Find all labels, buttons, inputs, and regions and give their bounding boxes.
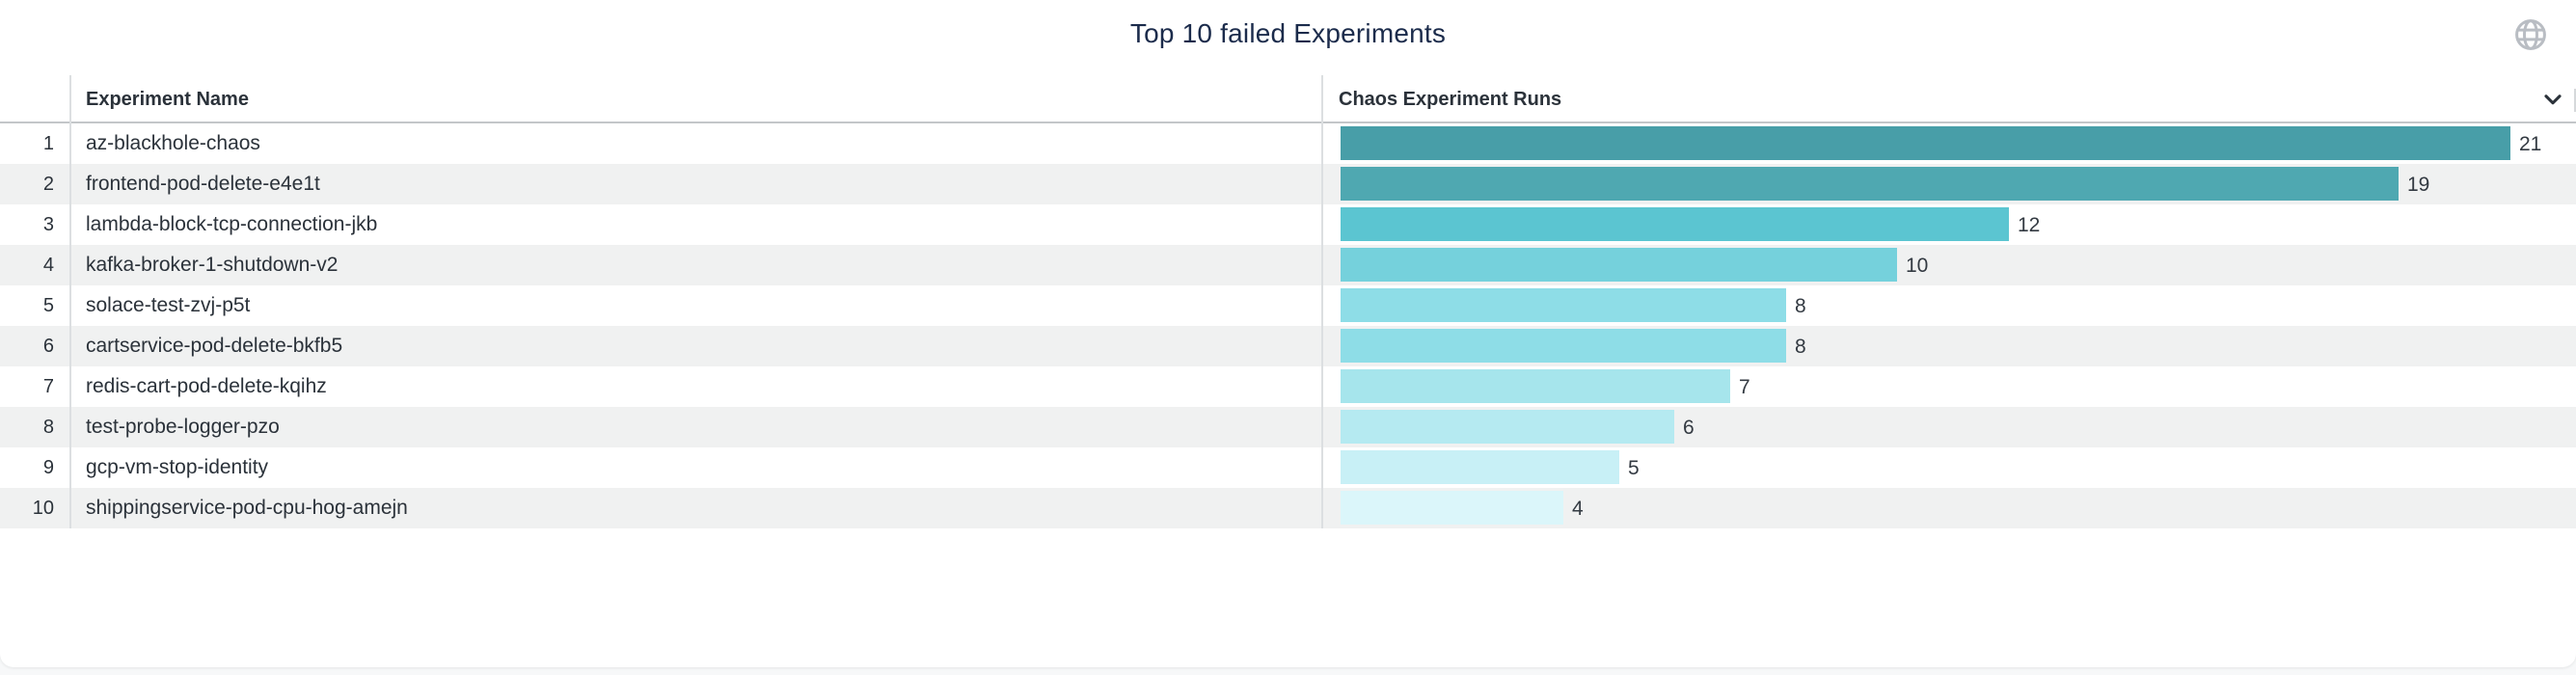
- chart-title: Top 10 failed Experiments: [1129, 18, 1447, 48]
- row-number: 8: [42, 417, 54, 438]
- runs-value: 21: [2519, 133, 2542, 155]
- table-row[interactable]: 9 gcp-vm-stop-identity 5: [0, 447, 2576, 488]
- experiment-name: gcp-vm-stop-identity: [86, 456, 269, 478]
- runs-value: 8: [1795, 336, 1806, 358]
- table-row[interactable]: 1 az-blackhole-chaos 21: [0, 123, 2576, 164]
- experiment-name: cartservice-pod-delete-bkfb5: [86, 335, 343, 357]
- runs-bar: [1341, 248, 1897, 282]
- row-number: 6: [42, 336, 54, 357]
- runs-value: 8: [1795, 295, 1806, 317]
- row-number: 10: [32, 498, 54, 519]
- table-row[interactable]: 5 solace-test-zvj-p5t 8: [0, 285, 2576, 326]
- row-number: 9: [42, 457, 54, 478]
- runs-value: 12: [2018, 214, 2041, 236]
- chevron-down-icon-glyph: [2544, 94, 2562, 105]
- column-header-experiment-name[interactable]: Experiment Name: [86, 89, 249, 110]
- runs-bar: [1341, 126, 2510, 160]
- row-number: 5: [42, 295, 54, 316]
- experiment-name: lambda-block-tcp-connection-jkb: [86, 213, 378, 235]
- runs-value: 6: [1683, 417, 1695, 439]
- experiment-name: kafka-broker-1-shutdown-v2: [86, 254, 339, 276]
- chevron-down-icon[interactable]: [2540, 87, 2565, 112]
- table-row[interactable]: 7 redis-cart-pod-delete-kqihz 7: [0, 366, 2576, 407]
- table-body: 1 az-blackhole-chaos 21 2 frontend-pod-delet…: [0, 123, 2576, 528]
- runs-bar: [1341, 450, 1619, 484]
- runs-bar: [1341, 329, 1786, 363]
- row-number: 7: [42, 376, 54, 397]
- row-number: 4: [42, 255, 54, 276]
- runs-bar: [1341, 167, 2399, 201]
- experiment-name: frontend-pod-delete-e4e1t: [86, 173, 320, 195]
- experiment-name: test-probe-logger-pzo: [86, 416, 280, 438]
- globe-icon-glyph: [2515, 19, 2546, 50]
- experiment-name: az-blackhole-chaos: [86, 132, 260, 154]
- column-header-chaos-experiment-runs[interactable]: Chaos Experiment Runs: [1339, 89, 1562, 110]
- table-row[interactable]: 10 shippingservice-pod-cpu-hog-amejn 4: [0, 488, 2576, 528]
- table-row[interactable]: 8 test-probe-logger-pzo 6: [0, 407, 2576, 447]
- row-number: 1: [42, 133, 54, 154]
- runs-value: 4: [1572, 498, 1584, 520]
- table-header: Experiment Name Chaos Experiment Runs: [0, 77, 2576, 123]
- row-number: 2: [42, 174, 54, 195]
- runs-bar: [1341, 288, 1786, 322]
- runs-bar: [1341, 491, 1563, 525]
- runs-value: 19: [2407, 174, 2430, 196]
- experiment-name: solace-test-zvj-p5t: [86, 294, 251, 316]
- runs-value: 5: [1628, 457, 1640, 479]
- experiment-name: redis-cart-pod-delete-kqihz: [86, 375, 327, 397]
- table-row[interactable]: 6 cartservice-pod-delete-bkfb5 8: [0, 326, 2576, 366]
- runs-bar: [1341, 410, 1674, 444]
- runs-value: 7: [1739, 376, 1750, 398]
- runs-bar: [1341, 207, 2009, 241]
- runs-bar: [1341, 369, 1730, 403]
- runs-value: 10: [1906, 255, 1929, 277]
- experiment-name: shippingservice-pod-cpu-hog-amejn: [86, 497, 408, 519]
- table-row[interactable]: 2 frontend-pod-delete-e4e1t 19: [0, 164, 2576, 204]
- row-number: 3: [42, 214, 54, 235]
- column-divider: [2574, 89, 2576, 112]
- table-row[interactable]: 4 kafka-broker-1-shutdown-v2 10: [0, 245, 2576, 285]
- globe-icon[interactable]: [2512, 16, 2549, 53]
- table-row[interactable]: 3 lambda-block-tcp-connection-jkb 12: [0, 204, 2576, 245]
